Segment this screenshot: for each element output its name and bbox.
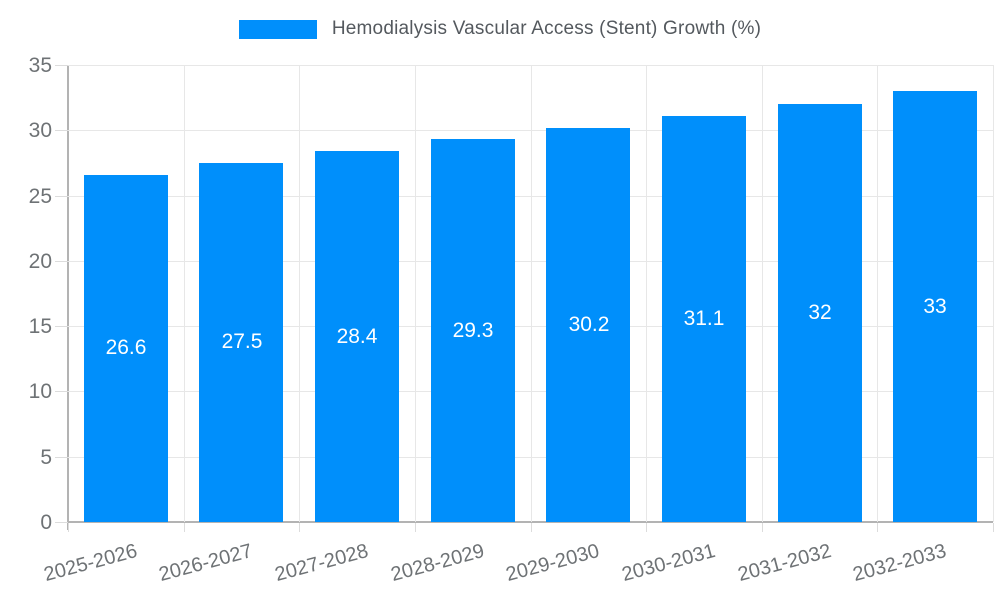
- y-tick-label: 30: [28, 119, 52, 142]
- x-gridline: [184, 65, 185, 522]
- bar-2027-2028[interactable]: [315, 151, 399, 522]
- y-gridline: [68, 130, 993, 131]
- legend-label: Hemodialysis Vascular Access (Stent) Gro…: [331, 18, 762, 39]
- x-axis-tick: [184, 523, 185, 532]
- bar-2031-2032[interactable]: [778, 104, 862, 522]
- x-tick-label: 2032-2033: [850, 540, 949, 587]
- x-axis-tick: [877, 523, 878, 532]
- bar-value-label: 27.5: [221, 330, 263, 353]
- x-axis-tick: [531, 523, 532, 532]
- legend-swatch: [238, 19, 317, 39]
- x-axis-tick: [415, 523, 416, 532]
- x-axis-line: [68, 521, 993, 523]
- x-gridline: [531, 65, 532, 522]
- x-axis-tick: [299, 523, 300, 532]
- x-tick-label: 2031-2032: [735, 540, 834, 587]
- x-gridline: [993, 65, 994, 522]
- y-tick-label: 25: [28, 185, 52, 208]
- x-gridline: [762, 65, 763, 522]
- bar-2025-2026[interactable]: [84, 175, 168, 522]
- bar-value-label: 30.2: [568, 313, 610, 336]
- y-axis-line: [67, 65, 69, 530]
- y-axis-tick: [55, 457, 68, 458]
- y-gridline: [68, 65, 993, 66]
- plot-area: 0 5 10 15 20 25 30 35 26.6 2025-2026 27.5 2026-2027…: [29, 55, 994, 586]
- x-tick-label: 2025-2026: [41, 540, 140, 587]
- bar-2029-2030[interactable]: [546, 128, 630, 522]
- x-gridline: [299, 65, 300, 522]
- bar-value-label: 29.3: [452, 319, 494, 342]
- x-tick-label: 2028-2029: [388, 540, 487, 587]
- y-gridline: [68, 457, 993, 458]
- x-gridline: [415, 65, 416, 522]
- y-axis-tick: [55, 261, 68, 262]
- y-tick-label: 35: [28, 54, 52, 77]
- y-axis-tick: [55, 522, 68, 523]
- x-tick-label: 2030-2031: [619, 540, 718, 587]
- y-gridline: [68, 261, 993, 262]
- bar-value-label: 33: [923, 295, 947, 318]
- x-tick-label: 2029-2030: [503, 540, 602, 587]
- x-axis-tick: [993, 523, 994, 532]
- bar-value-label: 31.1: [683, 307, 725, 330]
- legend[interactable]: Hemodialysis Vascular Access (Stent) Gro…: [0, 18, 1000, 40]
- bar-2028-2029[interactable]: [431, 139, 515, 522]
- y-axis-tick: [55, 391, 68, 392]
- bar-value-label: 32: [808, 301, 832, 324]
- bar-2030-2031[interactable]: [662, 116, 746, 522]
- y-axis-tick: [55, 65, 68, 66]
- y-tick-label: 10: [28, 380, 52, 403]
- y-tick-label: 5: [40, 446, 52, 469]
- y-tick-label: 0: [40, 511, 52, 534]
- y-axis-tick: [55, 196, 68, 197]
- y-axis-tick: [55, 130, 68, 131]
- y-axis-tick: [55, 326, 68, 327]
- x-axis-tick: [68, 523, 69, 532]
- x-tick-label: 2026-2027: [156, 540, 255, 587]
- y-gridline: [68, 326, 993, 327]
- x-tick-label: 2027-2028: [272, 540, 371, 587]
- x-gridline: [877, 65, 878, 522]
- x-axis-tick: [646, 523, 647, 532]
- bar-2032-2033[interactable]: [893, 91, 977, 522]
- x-axis-tick: [762, 523, 763, 532]
- bar-value-label: 28.4: [336, 325, 378, 348]
- y-tick-label: 15: [28, 315, 52, 338]
- y-gridline: [68, 196, 993, 197]
- y-gridline: [68, 391, 993, 392]
- x-gridline: [646, 65, 647, 522]
- bar-value-label: 26.6: [105, 336, 147, 359]
- y-tick-label: 20: [28, 250, 52, 273]
- bar-2026-2027[interactable]: [199, 163, 283, 522]
